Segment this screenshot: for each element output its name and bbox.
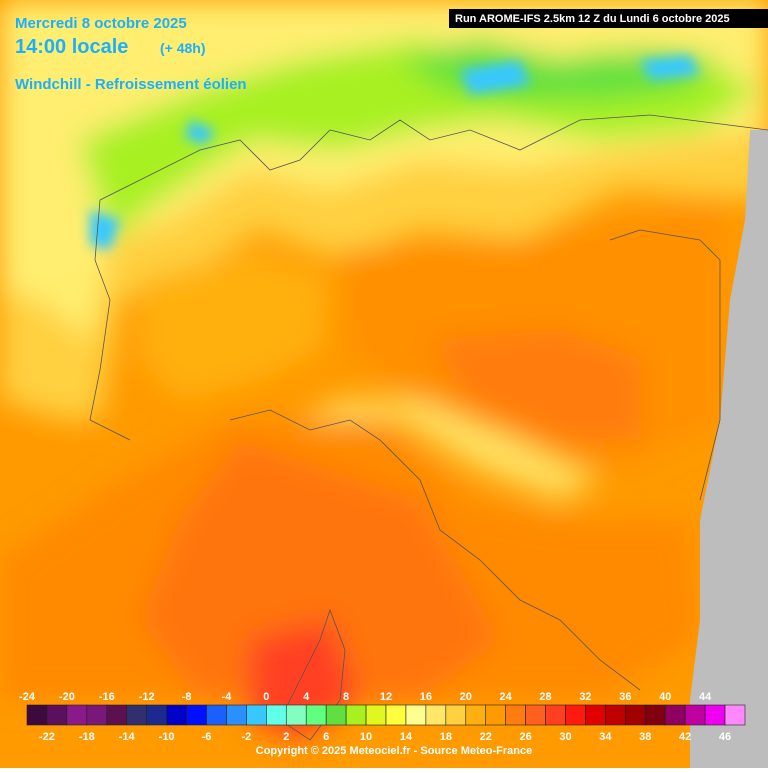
colorbar-label: 0 <box>263 691 269 703</box>
colorbar-label: -6 <box>202 731 212 743</box>
colorbar-label: -12 <box>139 691 155 703</box>
colorbar-label: 42 <box>679 731 691 743</box>
colorbar-label: 36 <box>619 691 631 703</box>
colorbar-swatch <box>226 704 247 726</box>
colorbar-label: 38 <box>639 731 651 743</box>
colorbar-swatch <box>106 704 128 726</box>
colorbar-label: 44 <box>699 691 712 703</box>
colorbar-swatch <box>505 704 526 726</box>
colorbar-label: 26 <box>519 731 531 743</box>
forecast-lead: (+ 48h) <box>160 40 206 56</box>
colorbar-label: -20 <box>59 691 75 703</box>
colorbar: -24-22-20-18-16-14-12-10-8-6-4-202468101… <box>19 691 746 743</box>
colorbar-label: 20 <box>460 691 472 703</box>
forecast-date: Mercredi 8 octobre 2025 <box>15 15 187 32</box>
colorbar-swatch <box>644 704 666 726</box>
colorbar-swatch <box>266 704 287 726</box>
colorbar-label: -22 <box>39 731 55 743</box>
colorbar-label: -8 <box>182 691 192 703</box>
colorbar-label: 32 <box>579 691 591 703</box>
colorbar-swatch <box>86 704 108 726</box>
colorbar-label: 30 <box>559 731 571 743</box>
colorbar-label: 28 <box>539 691 551 703</box>
colorbar-swatch <box>545 704 566 726</box>
colorbar-swatch <box>146 704 167 726</box>
colorbar-label: 4 <box>303 691 310 703</box>
colorbar-swatch <box>385 704 407 726</box>
colorbar-label: 46 <box>719 731 731 743</box>
colorbar-swatch <box>186 704 207 726</box>
colorbar-label: -2 <box>241 731 251 743</box>
parameter-name: Windchill - Refroissement éolien <box>15 76 247 93</box>
run-info: Run AROME-IFS 2.5km 12 Z du Lundi 6 octo… <box>455 13 730 25</box>
colorbar-swatch <box>46 704 68 726</box>
colorbar-swatch <box>465 704 487 726</box>
colorbar-label: 16 <box>420 691 432 703</box>
colorbar-label: 8 <box>343 691 349 703</box>
colorbar-swatch <box>525 704 546 726</box>
colorbar-label: 12 <box>380 691 392 703</box>
colorbar-label: -16 <box>99 691 115 703</box>
colorbar-swatch <box>585 704 606 726</box>
colorbar-swatch <box>66 704 88 726</box>
colorbar-swatch <box>565 704 586 726</box>
colorbar-swatch <box>166 704 187 726</box>
colorbar-swatch <box>26 704 48 726</box>
colorbar-swatch <box>325 704 347 726</box>
forecast-time: 14:00 locale <box>15 36 128 58</box>
colorbar-swatch <box>605 704 626 726</box>
colorbar-label: 6 <box>323 731 329 743</box>
colorbar-swatch <box>246 704 267 726</box>
colorbar-label: -10 <box>159 731 175 743</box>
colorbar-label: 10 <box>360 731 372 743</box>
colorbar-swatch <box>664 704 686 726</box>
colorbar-swatch <box>405 704 427 726</box>
colorbar-label: -4 <box>222 691 233 703</box>
colorbar-swatch <box>425 704 447 726</box>
colorbar-swatch <box>305 704 327 726</box>
colorbar-swatch <box>704 704 726 726</box>
colorbar-label: 24 <box>500 691 513 703</box>
colorbar-swatch <box>684 704 706 726</box>
colorbar-label: 18 <box>440 731 452 743</box>
colorbar-swatch <box>206 704 227 726</box>
colorbar-label: 2 <box>283 731 289 743</box>
colorbar-label: -14 <box>119 731 136 743</box>
colorbar-swatch <box>445 704 467 726</box>
colorbar-swatch <box>126 704 147 726</box>
colorbar-swatch <box>485 704 506 726</box>
colorbar-swatch <box>365 704 387 726</box>
colorbar-label: 22 <box>480 731 492 743</box>
colorbar-label: -24 <box>19 691 36 703</box>
colorbar-swatch <box>345 704 367 726</box>
colorbar-label: -18 <box>79 731 95 743</box>
colorbar-swatch <box>285 704 307 726</box>
copyright: Copyright © 2025 Meteociel.fr - Source M… <box>256 745 532 757</box>
colorbar-label: 40 <box>659 691 671 703</box>
colorbar-label: 14 <box>400 731 413 743</box>
colorbar-label: 34 <box>599 731 612 743</box>
colorbar-swatch <box>625 704 646 726</box>
colorbar-swatch <box>724 704 746 726</box>
run-banner <box>449 9 768 28</box>
